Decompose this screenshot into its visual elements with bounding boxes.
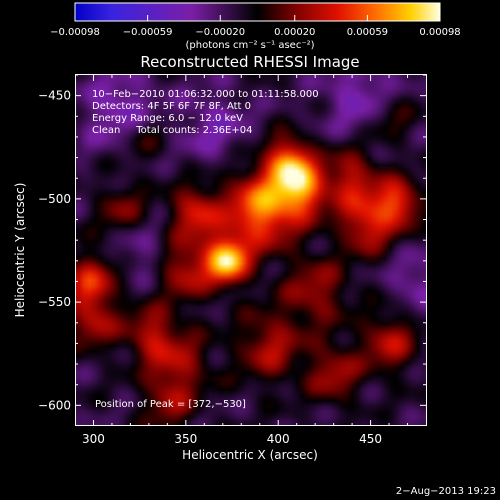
x-tick-label: 300 [82, 432, 105, 446]
colorbar-tick-label: 0.00098 [419, 27, 460, 38]
x-tick-label: 450 [359, 432, 382, 446]
colorbar-tick-label: 0.00059 [347, 27, 388, 38]
y-axis-ticks: −450 −500 −550 −600 [38, 74, 426, 412]
annotation-detectors: Detectors: 4F 5F 6F 7F 8F, Att 0 [92, 101, 251, 112]
y-tick-label: −550 [38, 295, 71, 309]
footer-timestamp: 2−Aug−2013 19:23 [396, 486, 496, 497]
colorbar-tick-label: −0.00059 [123, 27, 173, 38]
plot-frame [75, 74, 427, 426]
x-axis-label: Heliocentric X (arcsec) [182, 448, 318, 462]
x-tick-label: 350 [174, 432, 197, 446]
y-tick-label: −450 [38, 89, 71, 103]
colorbar [74, 2, 441, 22]
colorbar-tick-label: 0.00020 [274, 27, 315, 38]
annotation-time-range: 10−Feb−2010 01:06:32.000 to 01:11:58.000 [92, 89, 319, 100]
annotation-peak-position: Position of Peak = [372,−530] [95, 399, 246, 410]
annotation-total-counts: Clean Total counts: 2.36E+04 [92, 125, 252, 136]
colorbar-tick-label: −0.00020 [195, 27, 245, 38]
y-tick-label: −500 [38, 192, 71, 206]
colorbar-tick-label: −0.00098 [50, 27, 100, 38]
chart-title: Reconstructed RHESSI Image [140, 53, 359, 71]
colorbar-unit: (photons cm⁻² s⁻¹ asec⁻²) [185, 40, 314, 51]
heatmap-image [76, 75, 426, 425]
y-axis-label: Heliocentric Y (arcsec) [13, 183, 27, 318]
x-axis-ticks: 300 350 400 450 [82, 75, 409, 446]
colorbar-ticks: −0.00098 −0.00059 −0.00020 0.00020 0.00059 0.… [50, 15, 461, 38]
y-tick-label: −600 [38, 398, 71, 412]
x-tick-label: 400 [267, 432, 290, 446]
annotation-energy-range: Energy Range: 6.0 − 12.0 keV [92, 113, 243, 124]
